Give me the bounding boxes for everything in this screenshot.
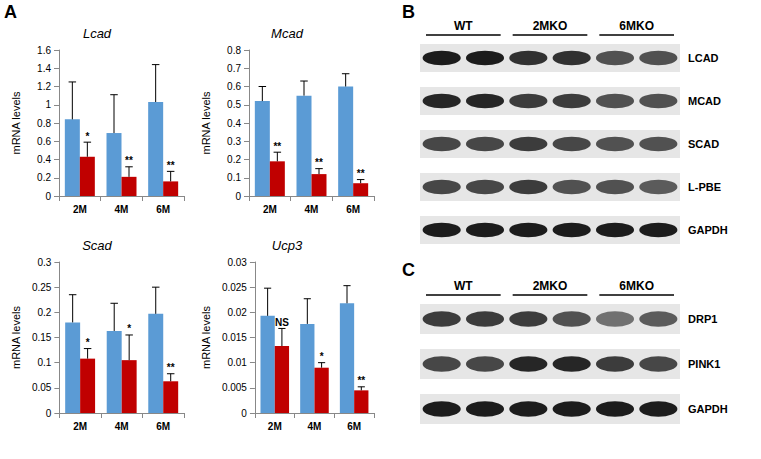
svg-text:0: 0 xyxy=(235,191,241,202)
svg-text:0: 0 xyxy=(241,408,247,419)
svg-text:0.2: 0.2 xyxy=(37,307,51,318)
svg-text:SCAD: SCAD xyxy=(688,138,719,150)
svg-text:0.3: 0.3 xyxy=(227,136,241,147)
svg-text:6M: 6M xyxy=(346,204,360,215)
svg-text:0.015: 0.015 xyxy=(222,332,247,343)
svg-text:mRNA levels: mRNA levels xyxy=(200,91,212,154)
svg-text:GAPDH: GAPDH xyxy=(688,224,728,236)
svg-text:0.7: 0.7 xyxy=(227,63,241,74)
svg-text:0.6: 0.6 xyxy=(227,81,241,92)
svg-text:0.15: 0.15 xyxy=(32,332,52,343)
svg-text:mRNA levels: mRNA levels xyxy=(10,306,22,369)
svg-text:*: * xyxy=(320,351,324,362)
svg-text:*: * xyxy=(86,337,90,348)
svg-text:2M: 2M xyxy=(263,204,277,215)
svg-text:0.2: 0.2 xyxy=(37,172,51,183)
svg-text:0.03: 0.03 xyxy=(227,257,247,268)
svg-text:**: ** xyxy=(125,155,133,166)
svg-text:0.3: 0.3 xyxy=(37,257,51,268)
svg-text:2M: 2M xyxy=(268,421,282,432)
svg-text:0.025: 0.025 xyxy=(222,282,247,293)
svg-text:**: ** xyxy=(357,375,365,386)
svg-text:6M: 6M xyxy=(347,421,361,432)
svg-text:*: * xyxy=(85,131,89,142)
svg-text:4M: 4M xyxy=(305,204,319,215)
svg-text:mRNA levels: mRNA levels xyxy=(10,91,22,154)
svg-text:2M: 2M xyxy=(73,204,87,215)
svg-text:4M: 4M xyxy=(308,421,322,432)
svg-text:0.1: 0.1 xyxy=(227,172,241,183)
svg-text:0.4: 0.4 xyxy=(37,154,51,165)
svg-text:0.8: 0.8 xyxy=(227,45,241,56)
svg-text:Mcad: Mcad xyxy=(271,26,304,41)
svg-text:Ucp3: Ucp3 xyxy=(272,238,303,253)
svg-text:L-PBE: L-PBE xyxy=(688,181,721,193)
svg-text:**: ** xyxy=(315,157,323,168)
svg-text:2M: 2M xyxy=(73,421,87,432)
svg-text:Scad: Scad xyxy=(82,238,112,253)
svg-text:B: B xyxy=(402,2,415,22)
svg-text:0.005: 0.005 xyxy=(222,382,247,393)
svg-text:LCAD: LCAD xyxy=(688,52,719,64)
svg-text:MCAD: MCAD xyxy=(688,95,721,107)
svg-text:0.01: 0.01 xyxy=(227,357,247,368)
svg-text:WT: WT xyxy=(454,19,473,33)
svg-text:0.4: 0.4 xyxy=(227,118,241,129)
svg-text:4M: 4M xyxy=(115,204,129,215)
svg-text:A: A xyxy=(4,2,17,22)
svg-text:**: ** xyxy=(167,362,175,373)
svg-text:0.6: 0.6 xyxy=(37,136,51,147)
svg-text:PINK1: PINK1 xyxy=(688,358,720,370)
svg-text:**: ** xyxy=(167,160,175,171)
svg-text:4M: 4M xyxy=(115,421,129,432)
svg-text:C: C xyxy=(402,260,415,280)
svg-text:0.02: 0.02 xyxy=(227,307,247,318)
svg-text:**: ** xyxy=(273,141,281,152)
svg-text:0.05: 0.05 xyxy=(32,382,52,393)
svg-text:0.5: 0.5 xyxy=(227,99,241,110)
svg-text:NS: NS xyxy=(275,317,289,328)
svg-text:0.1: 0.1 xyxy=(37,357,51,368)
svg-text:1.2: 1.2 xyxy=(37,81,51,92)
svg-text:0.8: 0.8 xyxy=(37,118,51,129)
svg-text:6MKO: 6MKO xyxy=(619,279,654,293)
svg-text:0: 0 xyxy=(45,191,51,202)
svg-text:1: 1 xyxy=(45,99,51,110)
svg-text:*: * xyxy=(127,323,131,334)
svg-text:0: 0 xyxy=(46,408,52,419)
svg-text:2MKO: 2MKO xyxy=(533,279,568,293)
svg-text:mRNA levels: mRNA levels xyxy=(200,306,212,369)
svg-text:0.25: 0.25 xyxy=(32,282,52,293)
svg-text:2MKO: 2MKO xyxy=(533,19,568,33)
svg-text:1.6: 1.6 xyxy=(37,45,51,56)
svg-text:1.4: 1.4 xyxy=(37,63,51,74)
svg-text:6MKO: 6MKO xyxy=(619,19,654,33)
svg-text:6M: 6M xyxy=(156,421,170,432)
svg-text:0.2: 0.2 xyxy=(227,154,241,165)
svg-text:GAPDH: GAPDH xyxy=(688,403,728,415)
svg-text:**: ** xyxy=(357,168,365,179)
svg-text:WT: WT xyxy=(454,279,473,293)
svg-text:Lcad: Lcad xyxy=(83,26,112,41)
svg-text:DRP1: DRP1 xyxy=(688,313,717,325)
svg-text:6M: 6M xyxy=(156,204,170,215)
